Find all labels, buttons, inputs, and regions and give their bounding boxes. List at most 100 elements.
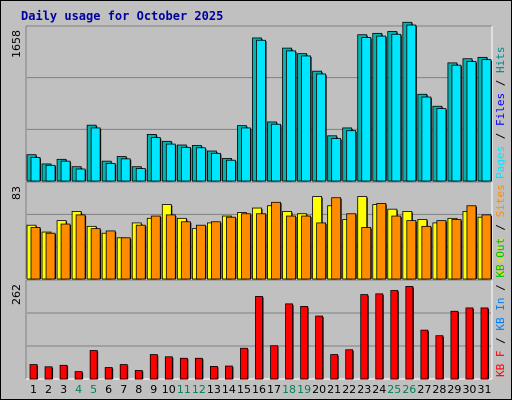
legend-entry: Visits bbox=[494, 237, 507, 277]
bar-sites bbox=[195, 224, 206, 280]
bar-files bbox=[30, 157, 41, 182]
bar-sites bbox=[271, 201, 281, 280]
chart-panels: 1658 Pages / Files / Hits 83 Visits / Sites… bbox=[10, 21, 507, 380]
bar-kb-f bbox=[179, 357, 188, 380]
x-tick-label: 20 bbox=[312, 383, 326, 396]
y-max-label: 262 bbox=[10, 284, 23, 305]
bar-kb-f bbox=[240, 347, 248, 380]
x-tick-label: 21 bbox=[327, 383, 341, 396]
chart-title: Daily usage for October 2025 bbox=[21, 9, 223, 23]
bar-sites bbox=[331, 197, 342, 280]
bar-kb-f bbox=[375, 293, 384, 380]
bar-files bbox=[120, 158, 131, 182]
bar-kb-f bbox=[405, 286, 414, 380]
bar-sites bbox=[391, 215, 402, 280]
legend: Pages / Files / Hits bbox=[494, 47, 507, 180]
bar-files bbox=[135, 168, 146, 182]
bar-sites bbox=[75, 214, 86, 280]
x-tick-label: 9 bbox=[150, 383, 157, 396]
legend-entry: Sites bbox=[494, 184, 507, 217]
bar-files bbox=[60, 160, 71, 182]
legend-entry: / bbox=[494, 126, 507, 146]
bar-kb-f bbox=[59, 364, 68, 380]
x-tick-label: 16 bbox=[252, 383, 266, 396]
bar-files bbox=[346, 130, 357, 182]
bar-files bbox=[376, 35, 387, 182]
x-tick-label: 2 bbox=[45, 383, 52, 396]
legend-entry: / bbox=[494, 278, 507, 298]
x-tick-label: 26 bbox=[402, 383, 416, 396]
bar-sites bbox=[376, 203, 387, 280]
bar-files bbox=[421, 96, 432, 182]
bar-files bbox=[45, 164, 56, 182]
bar-files bbox=[165, 143, 176, 182]
x-tick-label: 1 bbox=[30, 383, 37, 396]
legend: Visits / Sites bbox=[494, 184, 507, 277]
x-tick-label: 14 bbox=[222, 383, 236, 396]
x-tick-label: 19 bbox=[297, 383, 311, 396]
bar-sites bbox=[421, 225, 432, 280]
bar-files bbox=[75, 168, 86, 182]
bar-kb-f bbox=[44, 366, 53, 380]
legend-entry: KB In bbox=[494, 298, 507, 331]
bar-kb-f bbox=[435, 335, 444, 380]
bar-kb-f bbox=[315, 315, 324, 380]
bar-kb-f bbox=[164, 356, 173, 380]
bar-sites bbox=[60, 223, 71, 280]
bar-files bbox=[271, 123, 281, 182]
bar-files bbox=[105, 163, 116, 182]
bar-sites bbox=[466, 205, 477, 280]
bar-sites bbox=[90, 228, 101, 280]
bar-kb-f bbox=[360, 294, 369, 380]
y-max-label: 1658 bbox=[10, 30, 23, 58]
x-tick-label: 27 bbox=[417, 383, 431, 396]
bar-files bbox=[361, 37, 372, 182]
x-tick-label: 13 bbox=[207, 383, 221, 396]
x-tick-label: 23 bbox=[357, 383, 371, 396]
legend: KB F / KB In / KB Out bbox=[494, 238, 507, 377]
bar-kb-f bbox=[134, 370, 143, 380]
bar-sites bbox=[211, 221, 221, 280]
bar-sites bbox=[226, 216, 236, 280]
bar-sites bbox=[286, 215, 296, 280]
bar-sites bbox=[451, 219, 462, 280]
bar-files bbox=[406, 24, 417, 182]
bar-files bbox=[256, 39, 266, 182]
bar-kb-f bbox=[119, 364, 128, 380]
legend-entry: KB F bbox=[494, 351, 507, 378]
bar-sites bbox=[30, 227, 41, 280]
y-max-label: 83 bbox=[10, 186, 23, 200]
bar-files bbox=[180, 146, 191, 182]
x-tick-label: 25 bbox=[387, 383, 401, 396]
bar-files bbox=[211, 152, 221, 182]
bar-sites bbox=[180, 221, 191, 280]
bar-files bbox=[301, 55, 311, 182]
bar-files bbox=[466, 61, 477, 182]
bar-sites bbox=[105, 230, 116, 280]
bar-sites bbox=[241, 213, 251, 280]
bar-sites bbox=[301, 215, 311, 280]
bar-kb-f bbox=[420, 329, 429, 380]
bar-kb-f bbox=[194, 357, 203, 380]
bar-files bbox=[331, 138, 342, 182]
bar-sites bbox=[256, 213, 266, 280]
bar-files bbox=[150, 137, 161, 182]
bar-kb-f bbox=[74, 371, 83, 380]
x-tick-label: 12 bbox=[192, 383, 206, 396]
panel-1: 1658 Pages / Files / Hits bbox=[10, 21, 507, 182]
bar-sites bbox=[150, 215, 161, 280]
bar-sites bbox=[120, 237, 131, 280]
bar-files bbox=[391, 33, 402, 182]
bar-files bbox=[195, 147, 206, 182]
bar-kb-f bbox=[29, 364, 38, 380]
bar-sites bbox=[481, 214, 492, 280]
bar-sites bbox=[436, 220, 447, 280]
bar-kb-f bbox=[285, 303, 293, 380]
x-tick-label: 28 bbox=[432, 383, 446, 396]
x-tick-label: 30 bbox=[462, 383, 476, 396]
bar-sites bbox=[135, 224, 146, 280]
x-tick-label: 22 bbox=[342, 383, 356, 396]
bar-sites bbox=[346, 213, 357, 280]
